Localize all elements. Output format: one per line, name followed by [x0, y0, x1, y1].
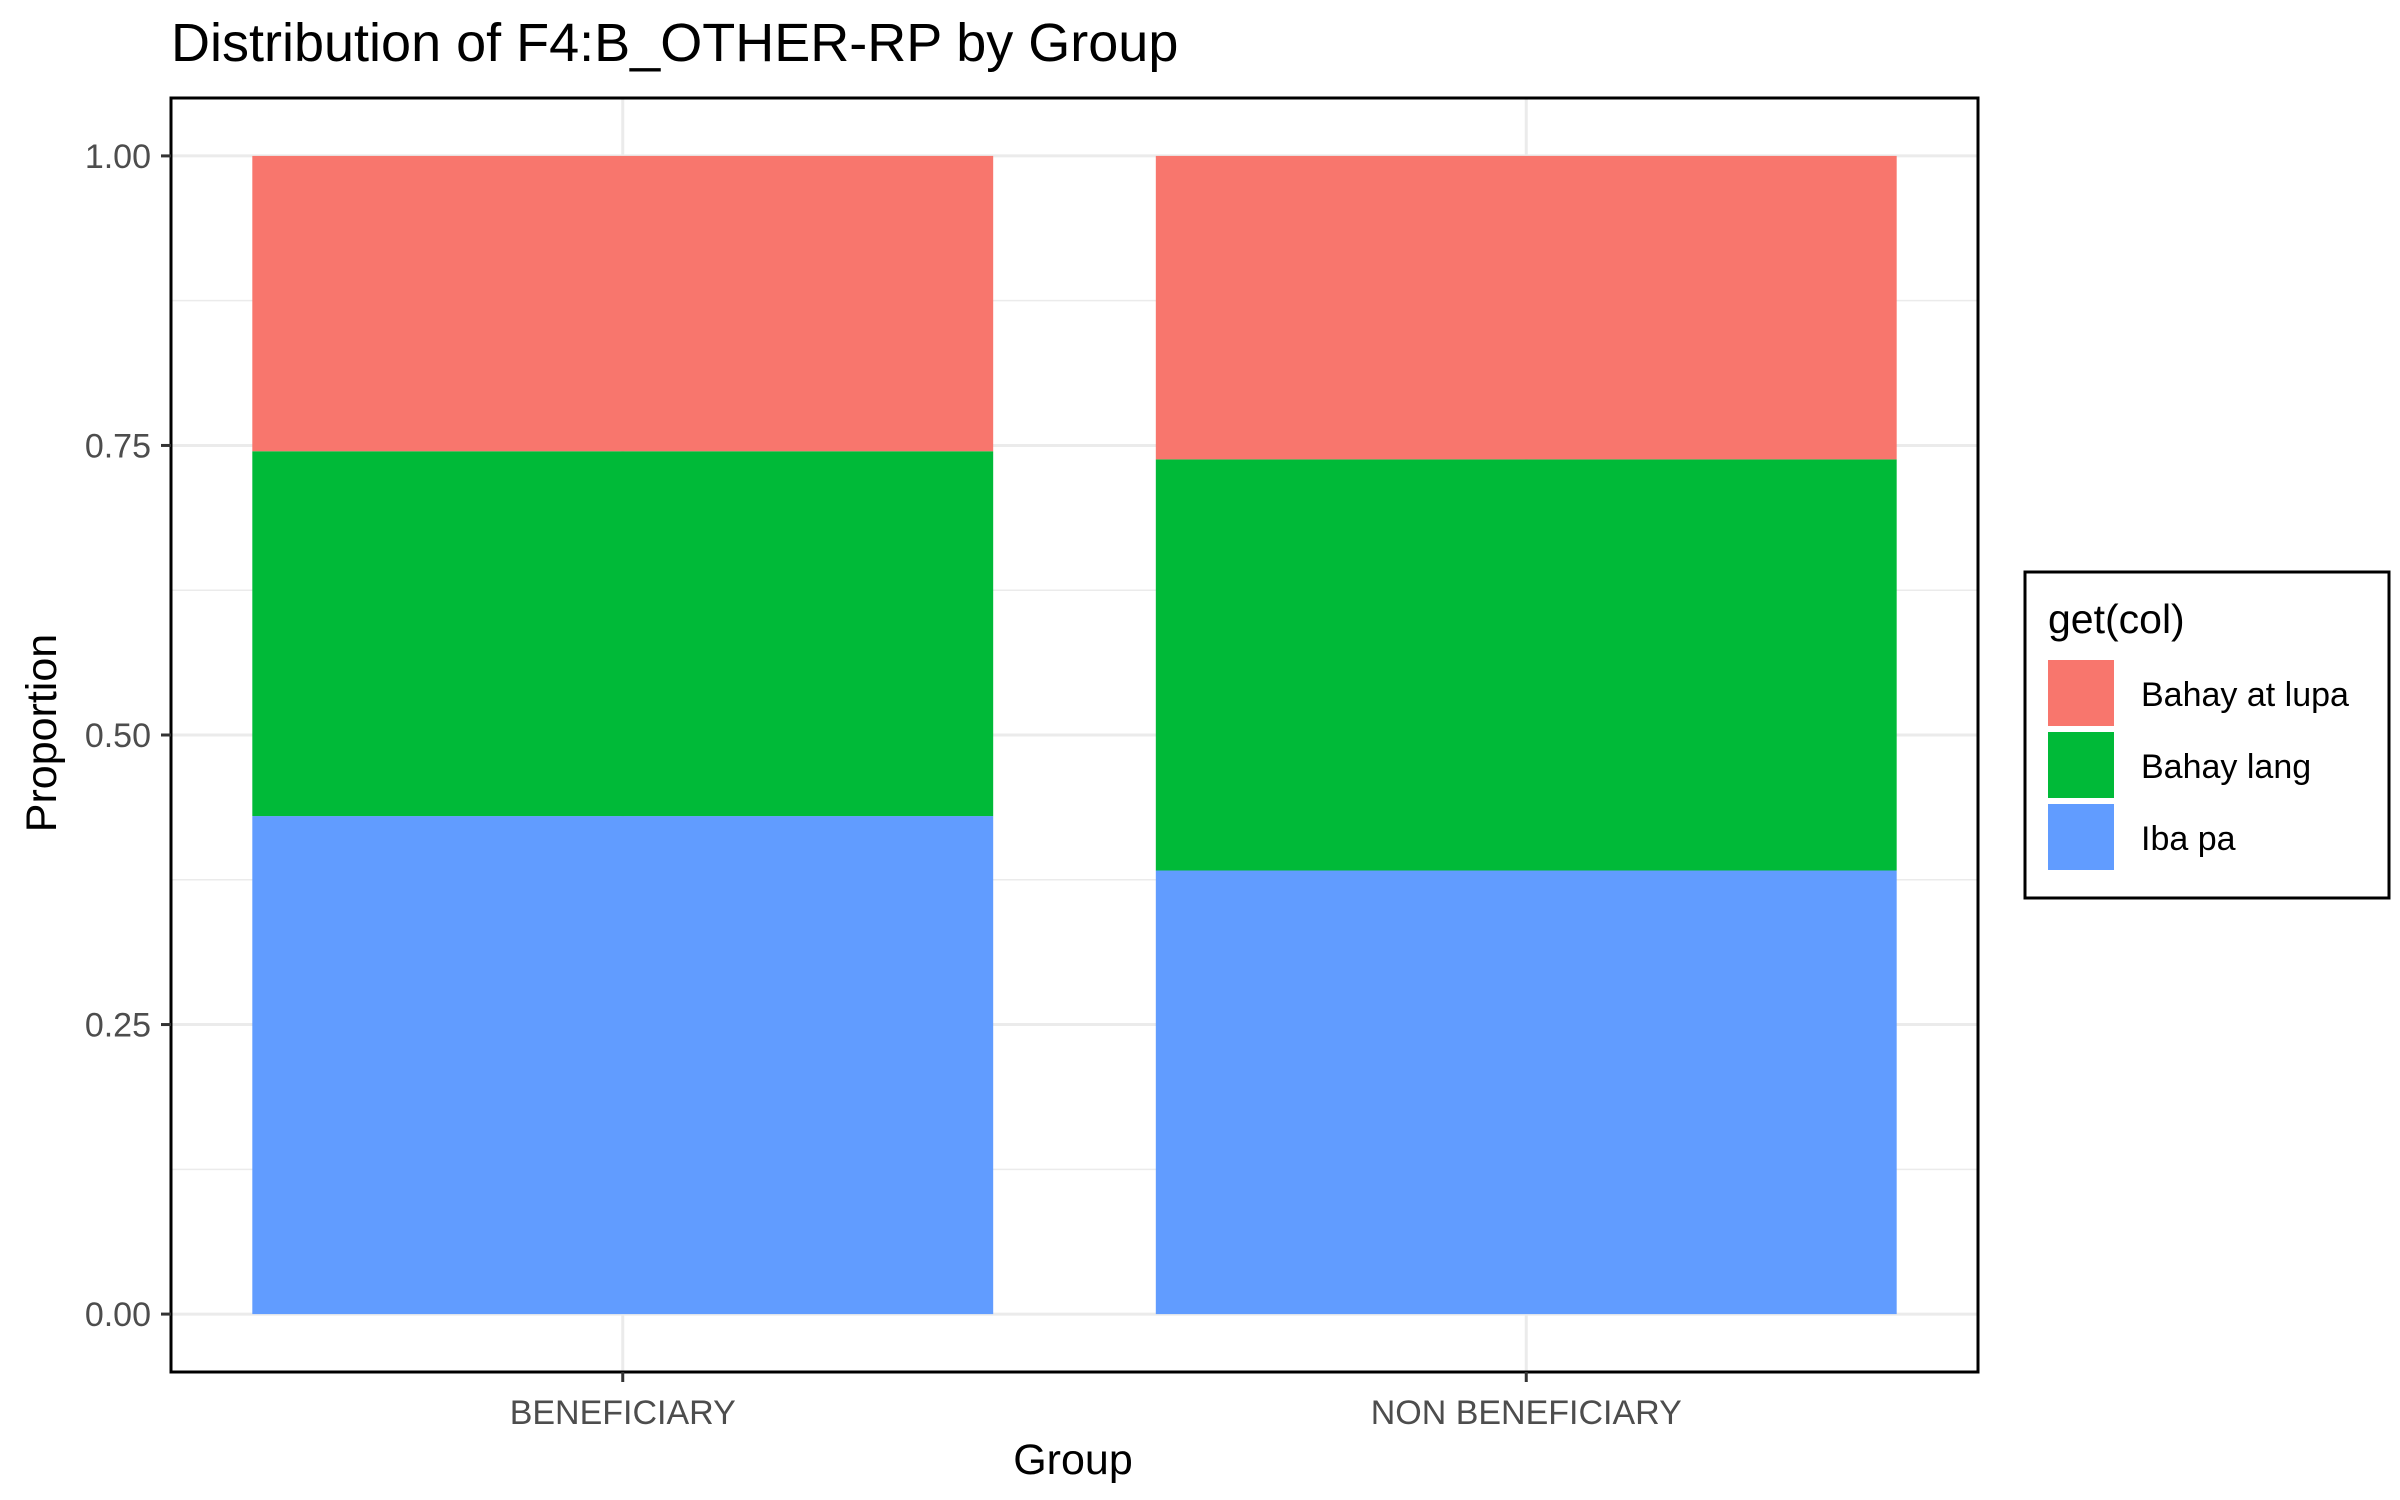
legend-swatch-iba-pa: [2048, 804, 2114, 870]
legend-title: get(col): [2048, 596, 2185, 642]
bar-segment-bahay-at-lupa: [1155, 155, 1897, 460]
bar-segment-iba-pa: [1155, 870, 1897, 1315]
x-tick-label: NON BENEFICIARY: [1371, 1394, 1682, 1432]
legend-swatch-bahay-lang: [2048, 732, 2114, 798]
bar-segment-iba-pa: [252, 816, 994, 1315]
y-tick-label: 1.00: [85, 138, 151, 176]
legend-items: Bahay at lupa Bahay lang Iba pa: [2048, 660, 2349, 870]
plot-panel: 0.00 0.25 0.50 0.75 1.00 BENEFICIARY NON BENEF…: [85, 96, 1980, 1432]
x-tick-label: BENEFICIARY: [510, 1394, 736, 1432]
y-tick-label: 0.00: [85, 1296, 151, 1334]
legend-label-bahay-lang: Bahay lang: [2141, 748, 2311, 786]
y-axis-title: Proportion: [18, 634, 66, 832]
chart-title: Distribution of F4:B_OTHER-RP by Group: [171, 13, 1178, 73]
legend-label-bahay-at-lupa: Bahay at lupa: [2141, 676, 2349, 714]
legend: get(col) Bahay at lupa Bahay lang Iba pa: [2023, 570, 2391, 900]
x-axis-title: Group: [1013, 1436, 1133, 1484]
bar-segment-bahay-lang: [252, 451, 994, 817]
y-tick-label: 0.25: [85, 1007, 151, 1045]
bar-segment-bahay-lang: [1155, 459, 1897, 871]
y-tick-label: 0.50: [85, 717, 151, 755]
legend-label-iba-pa: Iba pa: [2141, 820, 2236, 858]
bar-segment-bahay-at-lupa: [252, 155, 994, 452]
y-tick-label: 0.75: [85, 427, 151, 465]
legend-swatch-bahay-at-lupa: [2048, 660, 2114, 726]
